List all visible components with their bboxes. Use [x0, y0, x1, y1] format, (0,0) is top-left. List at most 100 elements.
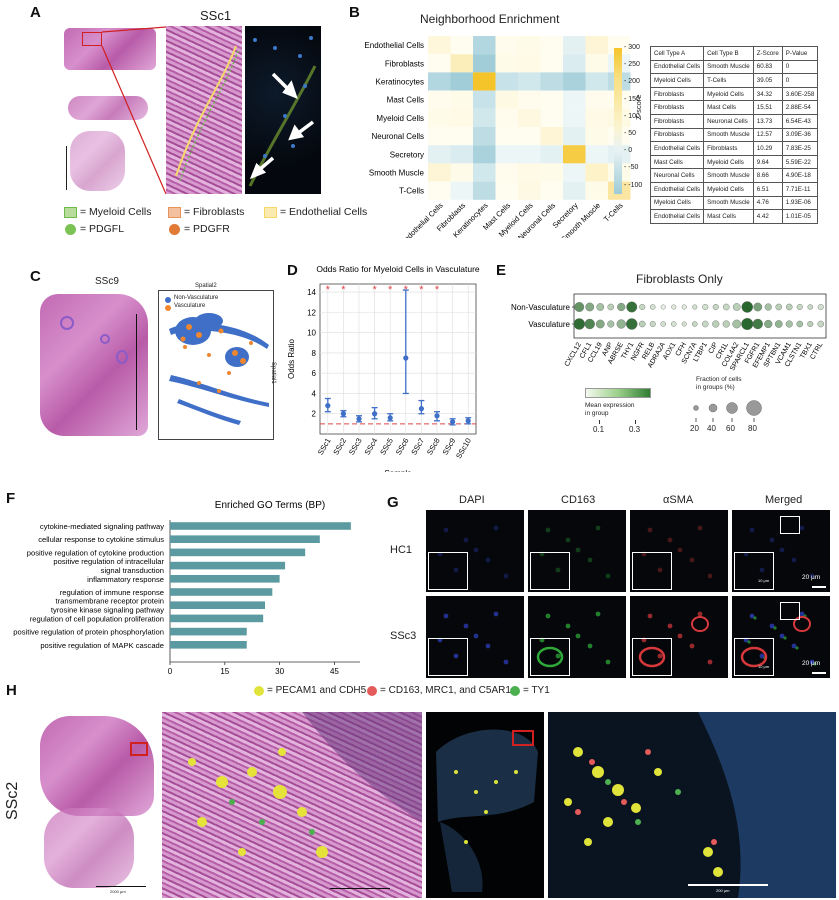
zscore-table-row: Endothelial Cells Mast Cells 4.42 1.01E-05 — [649, 209, 819, 224]
if-inset-scale-label: 10 μm — [758, 664, 770, 669]
go-terms-chart: Enriched GO Terms (BP) cytokine-mediated … — [13, 500, 360, 676]
dotplot-dot — [626, 301, 638, 313]
heatmap-col-label: T-Cells — [602, 201, 625, 224]
if-micrograph — [630, 510, 728, 592]
zscore-table-cell: 6.54E-43 — [781, 113, 819, 129]
legend-endothelial-swatch — [264, 207, 277, 218]
heatmap-cell — [608, 36, 631, 55]
h-overview-fluorescence — [426, 712, 544, 898]
odds-xtick: SSc8 — [425, 437, 442, 457]
heatmap-cell — [540, 90, 563, 109]
legend-pdgfl-dot — [65, 224, 76, 235]
panel-f-letter: F — [6, 490, 16, 507]
zscore-table: Cell Type A Cell Type B Z-Score P-Value End… — [649, 46, 819, 224]
if-micrograph: 20 μm 10 μm — [732, 510, 830, 592]
zscore-table-cell: Myeloid Cells — [649, 73, 705, 88]
dotplot-dot — [732, 303, 741, 311]
panel-a-title: SSc1 — [200, 8, 232, 23]
heatmap-cell — [518, 54, 541, 73]
h-zoom-histology — [162, 712, 422, 898]
go-bar — [170, 627, 247, 636]
odds-xtick: SSc5 — [378, 437, 395, 457]
frac-legend-title-1: Fraction of cells — [696, 376, 742, 383]
if-row-label: SSc3 — [390, 630, 417, 642]
zscore-table-row: Endothelial Cells Smooth Muscle 60.83 0 — [649, 59, 819, 75]
zscore-table-cell: Smooth Muscle — [703, 168, 754, 183]
heatmap-cell — [450, 90, 473, 109]
dotplot-row-label: Vasculature — [528, 320, 570, 329]
dotplot-dot — [753, 302, 763, 312]
dotplot-dot — [764, 303, 772, 311]
frac-tick-1: 20 — [690, 424, 699, 433]
heatmap-cell — [540, 54, 563, 73]
odds-ytick: 4 — [312, 389, 317, 398]
dotplot-dot — [764, 319, 773, 329]
zscore-table-header-cell: Cell Type A — [649, 46, 705, 61]
dotplot-dot — [712, 320, 720, 328]
go-bar — [170, 548, 306, 557]
panel-a-fluorescence — [245, 26, 321, 194]
dotplot-dot — [607, 320, 615, 328]
heatmap-cell — [563, 145, 586, 164]
go-label: transmembrane receptor protein — [56, 597, 164, 606]
go-xtick: 45 — [330, 667, 339, 676]
heatmap-cell — [495, 90, 518, 109]
heatmap-cell — [585, 181, 608, 200]
dotplot-dot — [692, 304, 698, 310]
zscore-table-cell: 1.93E-06 — [781, 195, 819, 211]
zscore-table-row: Myeloid Cells T-Cells 39.05 0 — [649, 73, 819, 88]
colorbar-tick: - 200 — [624, 78, 640, 86]
heatmap-cell — [473, 90, 496, 109]
zscore-table-cell: 7.83E-25 — [781, 141, 819, 156]
if-scale-label: 20 μm — [802, 660, 821, 667]
if-inset-scale-label: 10 μm — [758, 578, 770, 583]
go-label: tyrosine kinase signaling pathway — [51, 606, 164, 615]
panel-a-zoom-lines — [101, 26, 167, 195]
dotplot-dot — [807, 320, 814, 328]
zscore-table-cell: 0 — [781, 73, 819, 88]
heatmap-cell — [428, 108, 451, 127]
odds-sig-marker: * — [326, 284, 331, 296]
if-inset — [530, 638, 570, 676]
dotplot-dot — [671, 304, 677, 310]
colorbar-tick: - 300 — [624, 44, 640, 51]
go-bar — [170, 641, 247, 649]
neighborhood-heatmap: Endothelial Cells Fibroblasts Keratinocyte… — [364, 36, 631, 238]
heatmap-cell — [585, 163, 608, 182]
zscore-table-cell: Mast Cells — [703, 209, 754, 224]
zscore-table-cell: Smooth Muscle — [703, 127, 754, 143]
odds-sig-marker: * — [435, 284, 440, 296]
panel-a-histology-zoom — [166, 26, 242, 194]
h-legend-red-dot — [367, 686, 377, 696]
odds-ytick: 12 — [307, 308, 316, 317]
panel-c-histology — [40, 290, 148, 440]
go-label: cellular response to cytokine stimulus — [38, 535, 164, 544]
colorbar-tick: - 0 — [624, 147, 633, 155]
zscore-table-cell: 9.64 — [752, 154, 783, 170]
heatmap-cell — [428, 127, 451, 146]
go-bar — [170, 575, 280, 583]
panel-a-overview — [60, 26, 160, 196]
zscore-table-row: Endothelial Cells Myeloid Cells 6.51 7.71E-… — [649, 181, 819, 197]
heatmap-row-label: Fibroblasts — [385, 59, 424, 68]
odds-sig-marker: * — [419, 284, 424, 296]
go-xtick: 15 — [220, 667, 229, 676]
zscore-table-cell: Neuronal Cells — [703, 113, 754, 129]
heatmap-cell — [450, 163, 473, 182]
zscore-table-cell: 8.66 — [752, 168, 783, 183]
panel-c-letter: C — [30, 268, 41, 285]
go-label: positive regulation of cytokine producti… — [27, 548, 164, 557]
go-bar — [170, 601, 265, 609]
panel-c-title: SSc9 — [95, 276, 119, 287]
dotplot-dot — [722, 303, 730, 311]
if-inset — [428, 638, 468, 676]
heatmap-cell — [428, 54, 451, 73]
if-grid: DAPI CD163 αSMA Merged HC1 20 μm 10 μm SSc3 20 μ… — [380, 494, 836, 684]
heatmap-cell — [518, 36, 541, 55]
dotplot-dot — [752, 318, 763, 330]
go-label: inflammatory response — [87, 575, 164, 584]
heatmap-cell — [518, 163, 541, 182]
legend-endothelial-label: = Endothelial Cells — [280, 206, 368, 218]
if-micrograph — [630, 596, 728, 678]
zscore-table-cell: 5.59E-22 — [781, 154, 819, 170]
